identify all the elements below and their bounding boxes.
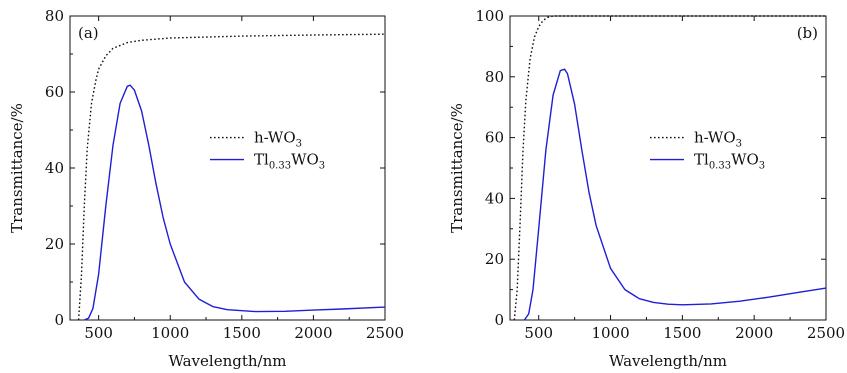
- x-tick-label: 2500: [366, 324, 404, 342]
- series-line-tl-wo3: [84, 84, 386, 321]
- y-tick-label: 20: [45, 235, 64, 253]
- legend-label: h-WO3: [254, 129, 302, 150]
- legend-label: Tl0.33WO3: [254, 151, 325, 172]
- y-axis-label: Transmittance/%: [448, 103, 466, 233]
- y-tick-label: 80: [45, 7, 64, 25]
- y-tick-label: 40: [45, 159, 64, 177]
- legend-label: Tl0.33WO3: [694, 151, 765, 172]
- y-axis-label: Transmittance/%: [8, 103, 26, 233]
- y-tick-label: 40: [485, 189, 504, 207]
- x-tick-label: 500: [84, 324, 113, 342]
- y-tick-label: 0: [54, 311, 64, 329]
- x-tick-label: 1000: [151, 324, 189, 342]
- x-axis-label: Wavelength/nm: [169, 352, 287, 370]
- x-tick-label: 1500: [663, 324, 701, 342]
- legend-label: h-WO3: [694, 129, 742, 150]
- x-tick-label: 1000: [591, 324, 629, 342]
- series-line-h-wo3: [77, 33, 386, 321]
- series-line-h-wo3: [513, 15, 826, 321]
- panel-label: (b): [797, 24, 818, 42]
- panel-label: (a): [78, 24, 99, 42]
- panel-b: 500 1000 1500 2000 2500 0 20 40 60 80 100 Wavelengt…: [448, 7, 845, 370]
- x-tick-label: 1500: [223, 324, 261, 342]
- x-tick-label: 2500: [807, 324, 845, 342]
- y-tick-label: 60: [45, 83, 64, 101]
- plot-frame: [509, 15, 827, 321]
- y-tick-label: 60: [485, 129, 504, 147]
- x-tick-label: 2000: [294, 324, 332, 342]
- y-tick-label: 80: [485, 68, 504, 86]
- plot-frame: [69, 15, 386, 321]
- y-tick-label: 20: [485, 250, 504, 268]
- x-axis-label: Wavelength/nm: [609, 352, 727, 370]
- series-line-tl-wo3: [523, 68, 827, 321]
- y-tick-label: 100: [475, 7, 504, 25]
- panel-a: 500 1000 1500 2000 2500 0 20 40 60 80 Wavelength/n…: [8, 7, 404, 370]
- x-tick-label: 500: [524, 324, 553, 342]
- x-tick-label: 2000: [735, 324, 773, 342]
- y-tick-label: 0: [494, 311, 504, 329]
